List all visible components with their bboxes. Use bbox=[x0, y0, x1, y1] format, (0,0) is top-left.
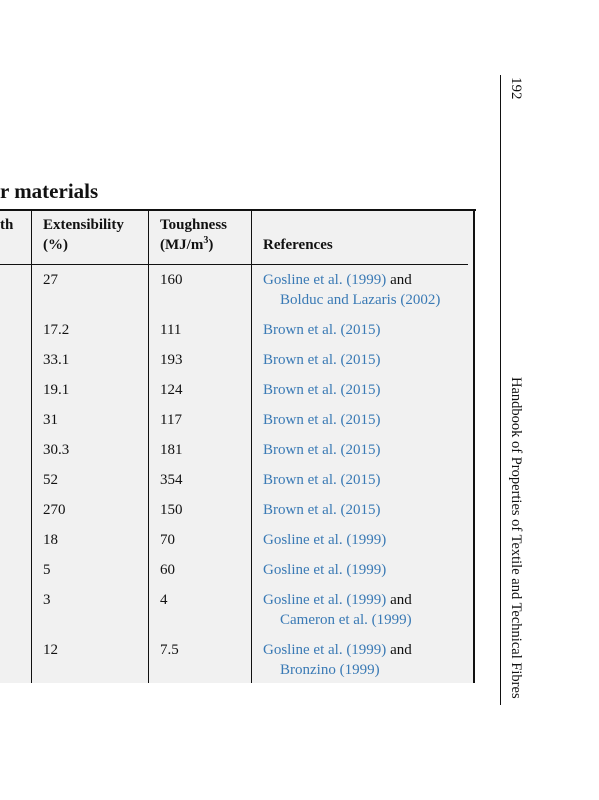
page-number: 192 bbox=[508, 77, 524, 100]
table-top-rule bbox=[0, 209, 476, 211]
reference-line: Gosline et al. (1999) and bbox=[263, 270, 412, 290]
header-cell: (%) bbox=[43, 237, 68, 253]
extensibility-cell: 270 bbox=[43, 502, 66, 518]
reference-line: Gosline et al. (1999) bbox=[263, 560, 386, 580]
reference-link[interactable]: Gosline et al. (1999) bbox=[263, 592, 387, 608]
table-right-rule bbox=[473, 210, 475, 683]
reference-link[interactable]: Bolduc and Lazaris (2002) bbox=[280, 292, 441, 308]
extensibility-cell: 5 bbox=[43, 562, 51, 578]
header-cell: (MJ/m3) bbox=[160, 235, 213, 255]
reference-link[interactable]: Bronzino (1999) bbox=[280, 662, 380, 678]
unit-sup: 3 bbox=[203, 235, 209, 246]
extensibility-cell: 31 bbox=[43, 412, 58, 428]
extensibility-cell: 12 bbox=[43, 642, 58, 658]
unit-close: ) bbox=[208, 237, 214, 253]
extensibility-cell: 3 bbox=[43, 592, 51, 608]
toughness-cell: 4 bbox=[160, 592, 168, 608]
extensibility-cell: 52 bbox=[43, 472, 58, 488]
reference-link[interactable]: Brown et al. (2015) bbox=[263, 382, 381, 398]
table bbox=[0, 210, 474, 683]
header-cell: References bbox=[263, 237, 333, 253]
reference-line: Gosline et al. (1999) and bbox=[263, 640, 412, 660]
toughness-cell: 60 bbox=[160, 562, 175, 578]
extensibility-cell: 18 bbox=[43, 532, 58, 548]
reference-link[interactable]: Gosline et al. (1999) bbox=[263, 642, 387, 658]
reference-link[interactable]: Brown et al. (2015) bbox=[263, 502, 381, 518]
toughness-cell: 111 bbox=[160, 322, 182, 338]
reference-line: Brown et al. (2015) bbox=[263, 380, 380, 400]
table-title: r materials bbox=[0, 179, 99, 203]
column-rule bbox=[31, 210, 32, 683]
reference-line: Gosline et al. (1999) and bbox=[263, 590, 412, 610]
reference-line: Brown et al. (2015) bbox=[263, 500, 380, 520]
reference-line: Cameron et al. (1999) bbox=[280, 610, 412, 630]
reference-link[interactable]: Brown et al. (2015) bbox=[263, 442, 381, 458]
extensibility-cell: 17.2 bbox=[43, 322, 70, 338]
margin-rule bbox=[500, 75, 501, 705]
reference-line: Brown et al. (2015) bbox=[263, 470, 380, 490]
reference-link[interactable]: Brown et al. (2015) bbox=[263, 412, 381, 428]
reference-link[interactable]: Gosline et al. (1999) bbox=[263, 532, 387, 548]
reference-text: and bbox=[390, 272, 412, 288]
reference-text: and bbox=[390, 592, 412, 608]
toughness-cell: 160 bbox=[160, 272, 183, 288]
toughness-cell: 117 bbox=[160, 412, 182, 428]
toughness-cell: 354 bbox=[160, 472, 183, 488]
column-rule bbox=[148, 210, 149, 683]
reference-line: Brown et al. (2015) bbox=[263, 410, 380, 430]
reference-link[interactable]: Gosline et al. (1999) bbox=[263, 272, 387, 288]
reference-text: and bbox=[390, 642, 412, 658]
column-rule bbox=[251, 210, 252, 683]
reference-link[interactable]: Cameron et al. (1999) bbox=[280, 612, 412, 628]
extensibility-cell: 30.3 bbox=[43, 442, 70, 458]
header-cell: th bbox=[0, 217, 14, 233]
reference-line: Bolduc and Lazaris (2002) bbox=[280, 290, 440, 310]
unit: (MJ/m bbox=[160, 237, 204, 253]
header-cell: Extensibility bbox=[43, 217, 124, 233]
toughness-cell: 124 bbox=[160, 382, 183, 398]
extensibility-cell: 27 bbox=[43, 272, 58, 288]
reference-line: Bronzino (1999) bbox=[280, 660, 380, 680]
running-head: Handbook of Properties of Textile and Te… bbox=[508, 377, 524, 699]
toughness-cell: 7.5 bbox=[160, 642, 179, 658]
reference-line: Brown et al. (2015) bbox=[263, 350, 380, 370]
reference-line: Gosline et al. (1999) bbox=[263, 530, 386, 550]
reference-link[interactable]: Brown et al. (2015) bbox=[263, 352, 381, 368]
reference-link[interactable]: Brown et al. (2015) bbox=[263, 472, 381, 488]
toughness-cell: 70 bbox=[160, 532, 175, 548]
toughness-cell: 181 bbox=[160, 442, 183, 458]
header-cell: Toughness bbox=[160, 217, 227, 233]
reference-line: Brown et al. (2015) bbox=[263, 320, 380, 340]
toughness-cell: 150 bbox=[160, 502, 183, 518]
reference-link[interactable]: Brown et al. (2015) bbox=[263, 322, 381, 338]
extensibility-cell: 19.1 bbox=[43, 382, 70, 398]
header-rule bbox=[0, 264, 468, 265]
reference-line: Brown et al. (2015) bbox=[263, 440, 380, 460]
reference-link[interactable]: Gosline et al. (1999) bbox=[263, 562, 387, 578]
extensibility-cell: 33.1 bbox=[43, 352, 70, 368]
toughness-cell: 193 bbox=[160, 352, 183, 368]
